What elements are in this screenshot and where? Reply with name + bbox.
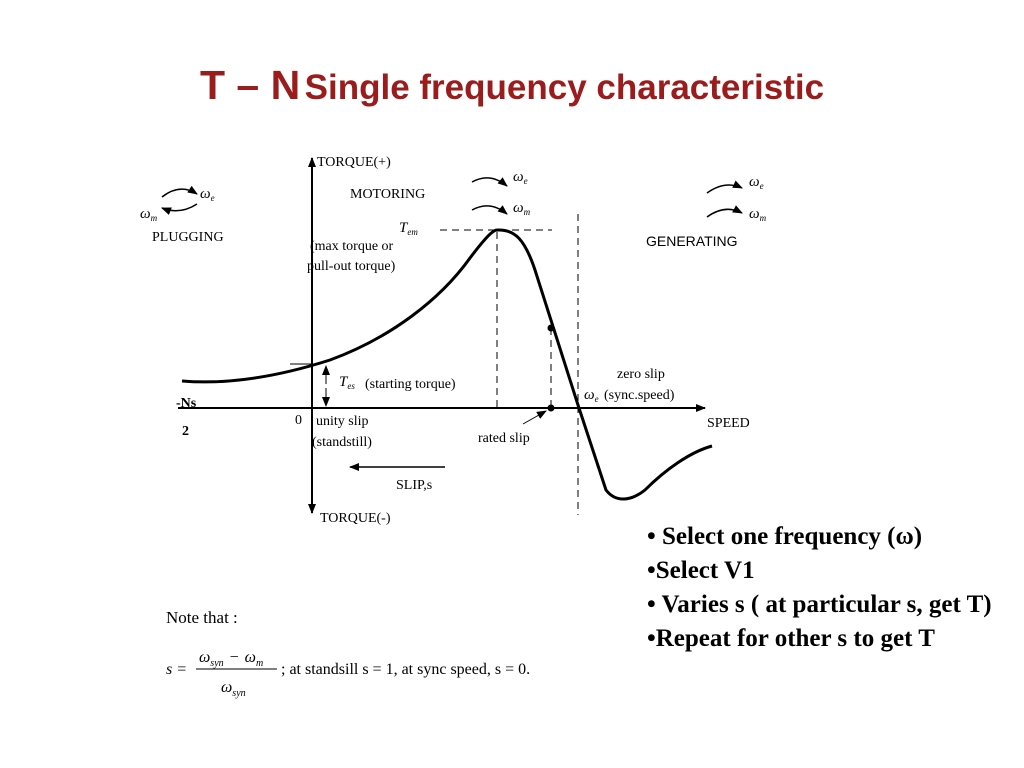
zero-slip-label: zero slip [617, 367, 665, 382]
motoring-omega-m-arrow [471, 205, 508, 215]
neg-sync-label-2: 2 [182, 424, 189, 439]
formula-numerator: ωsyn − ωm [199, 649, 263, 669]
formula-s-eq: s = [166, 661, 187, 678]
torque-positive-label: TORQUE(+) [317, 155, 391, 170]
sync-speed-label: (sync.speed) [604, 388, 675, 403]
motoring-omega-e-arrow [471, 177, 508, 187]
plugging-omega-m-arrow [161, 203, 198, 215]
speed-label: SPEED [707, 416, 750, 431]
tem-symbol: Tem [399, 220, 418, 237]
note-label: Note that : [166, 608, 238, 627]
origin-label: 0 [295, 413, 302, 428]
plugging-omega-e-arrow [161, 185, 198, 198]
generating-omega-e: ωe [749, 174, 764, 191]
formula-tail: ; at standsill s = 1, at sync speed, s =… [281, 661, 530, 678]
standstill-label: (standstill) [312, 435, 372, 450]
rated-slip-point [547, 404, 555, 412]
rated-slip-pointer [522, 410, 547, 425]
rated-point-on-curve [547, 324, 555, 332]
sync-speed-omega-e: ωe [584, 387, 599, 404]
generating-omega-e-arrow [706, 180, 743, 194]
torque-speed-curve [181, 228, 713, 501]
motoring-omega-e: ωe [513, 169, 528, 186]
plugging-omega-m: ωm [140, 206, 158, 223]
starting-torque-label: (starting torque) [365, 377, 456, 392]
slip-label: SLIP,s [396, 478, 432, 493]
bullet-item-4: •Repeat for other s to get T [647, 625, 935, 652]
bullet-item-1: • Select one frequency (ω) [647, 523, 923, 550]
plugging-label: PLUGGING [152, 230, 224, 245]
plugging-omega-e: ωe [200, 186, 215, 203]
bullet-list: • Select one frequency (ω) •Select V1 • … [647, 520, 1017, 656]
tes-symbol: Tes [339, 374, 355, 391]
motoring-omega-m: ωm [513, 200, 531, 217]
page-title: T – N Single frequency characteristic [0, 62, 1024, 109]
motoring-label: MOTORING [350, 187, 425, 202]
max-torque-label-2: pull-out torque) [307, 259, 396, 274]
generating-omega-m: ωm [749, 206, 767, 223]
bullet-item-2: •Select V1 [647, 557, 755, 584]
max-torque-label-1: (max torque or [310, 239, 394, 254]
generating-label: GENERATING [646, 233, 738, 249]
unity-slip-label: unity slip [316, 414, 369, 429]
torque-negative-label: TORQUE(-) [320, 511, 391, 526]
rated-slip-label: rated slip [478, 431, 530, 446]
title-main: T – N [199, 62, 301, 108]
formula-denominator: ωsyn [221, 679, 246, 699]
generating-omega-m-arrow [706, 205, 743, 218]
neg-sync-label: -Ns [176, 396, 197, 411]
slip-formula: s = ωsyn − ωm ωsyn ; at standsill s = 1, a… [166, 649, 530, 699]
bullet-item-3: • Varies s ( at particular s, get T) [647, 591, 992, 618]
title-sub: Single frequency characteristic [304, 68, 825, 107]
